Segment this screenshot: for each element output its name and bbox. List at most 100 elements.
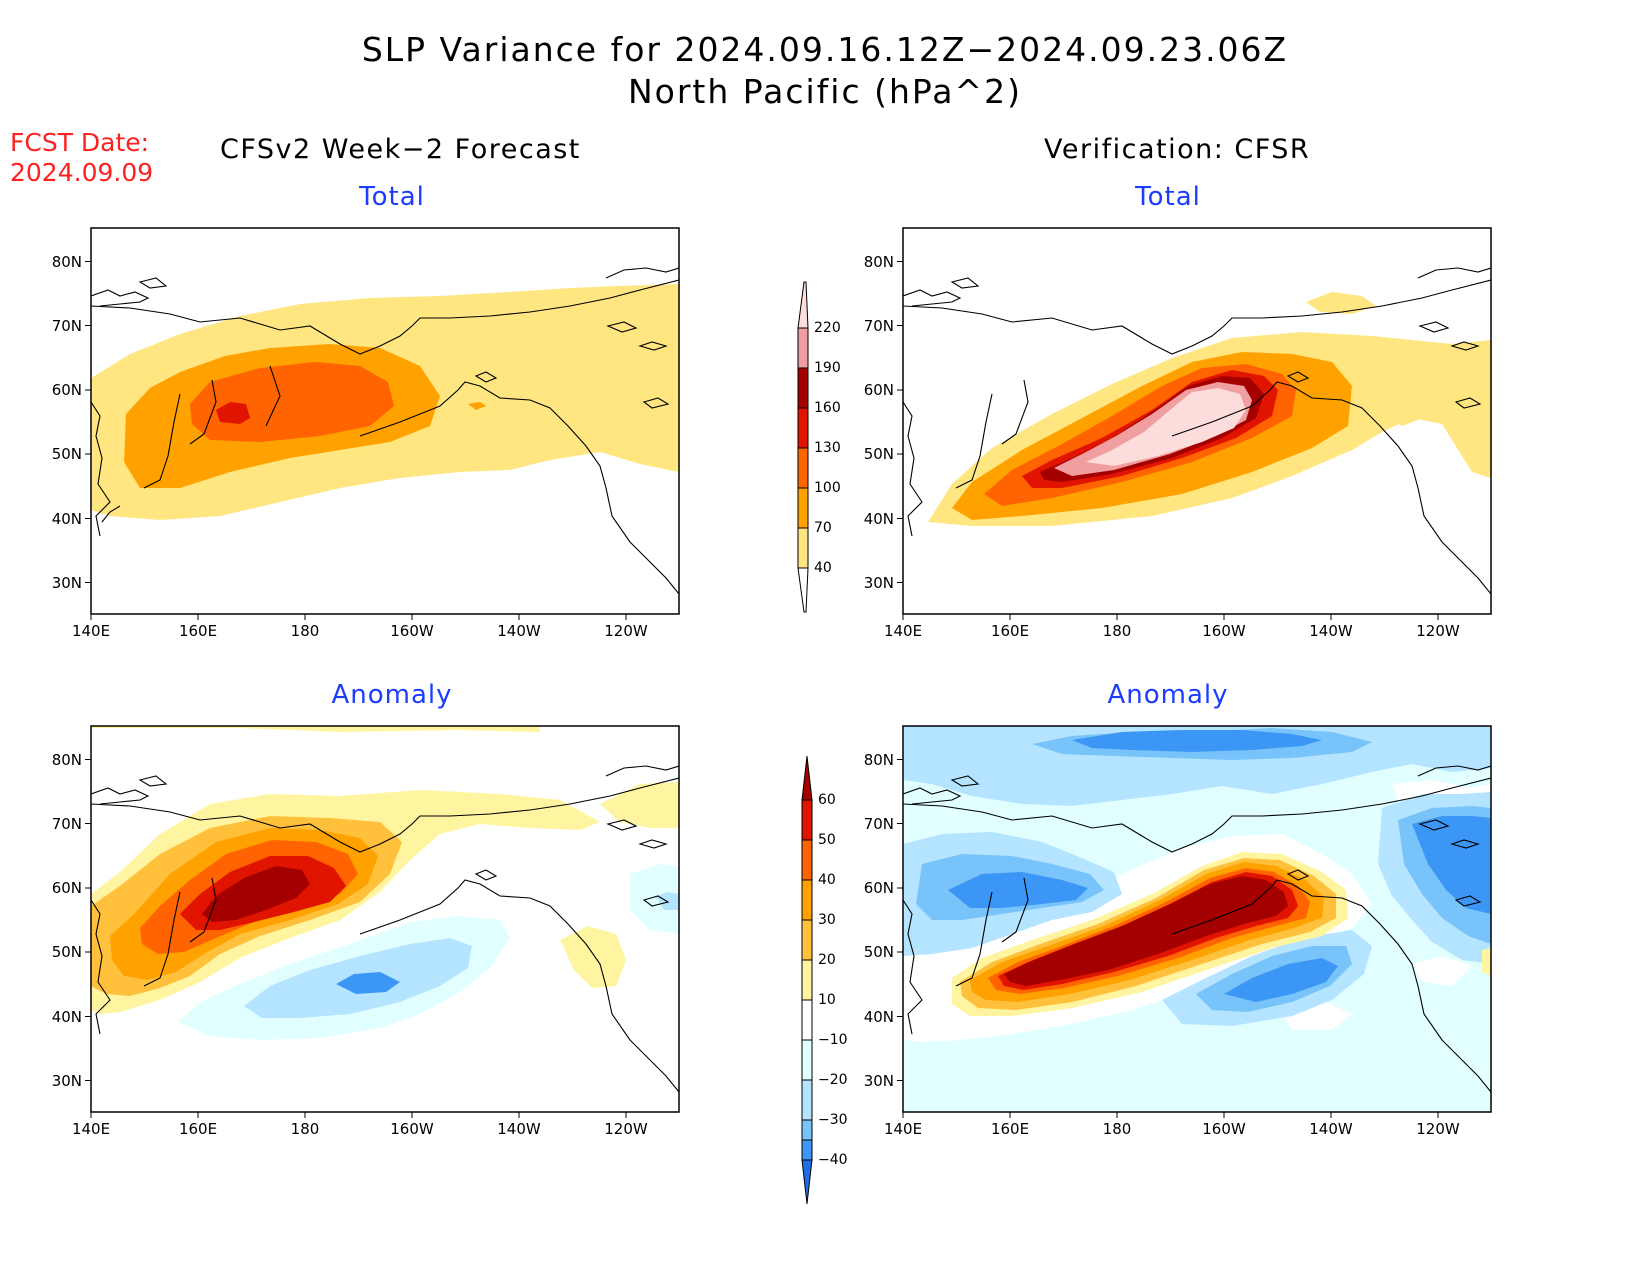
colorbar-upper-triangle: [797, 281, 809, 329]
lat-label: 80N: [864, 751, 894, 769]
anomaly-shading-plus10-e: [1482, 948, 1491, 976]
colorbar-label: 130: [814, 440, 841, 456]
anomaly-shading-plus10-e: [560, 926, 626, 988]
colorbar-label: 10: [818, 992, 836, 1008]
colorbar-segment: [797, 367, 809, 409]
lat-label: 70N: [864, 317, 894, 335]
lat-label: 60N: [52, 381, 82, 399]
lat-label: 30N: [52, 1072, 82, 1090]
colorbar-segment: [797, 527, 809, 569]
lon-label: 140W: [1309, 1120, 1353, 1138]
colorbar-label: −20: [818, 1072, 848, 1088]
anomaly-shading-minus20-ne: [656, 892, 679, 910]
variance-shading-small-east: [1388, 414, 1418, 426]
lon-label: 160E: [991, 1120, 1029, 1138]
lat-label: 60N: [864, 381, 894, 399]
lon-label: 160W: [1202, 622, 1246, 640]
lon-label: 140E: [884, 1120, 922, 1138]
lon-label: 160W: [1202, 1120, 1246, 1138]
colorbar-label: 220: [814, 320, 841, 336]
lat-label: 40N: [864, 510, 894, 528]
anomaly-colorbar: 60 50 40 30 20 10 −10 −20 −30 −40: [801, 755, 872, 1206]
forecast-total-title: Total: [359, 182, 425, 212]
forecast-anomaly-map: 80N 70N 60N 50N 40N 30N 140E 160E 180 16…: [40, 724, 680, 1144]
lon-label: 140E: [884, 622, 922, 640]
anomaly-shading-minus30: [336, 972, 400, 994]
lat-label: 30N: [52, 574, 82, 592]
colorbar-segment: [801, 879, 813, 921]
colorbar-segment: [801, 959, 813, 1001]
lat-label: 60N: [52, 879, 82, 897]
coastline-outline: [903, 267, 1491, 595]
verification-column-title: Verification: CFSR: [1044, 134, 1311, 165]
colorbar-lower-triangle: [797, 567, 809, 613]
lon-label: 120W: [1416, 622, 1460, 640]
lat-label: 50N: [52, 445, 82, 463]
anomaly-shading-minus40-east: [1412, 816, 1491, 914]
lat-label: 40N: [864, 1008, 894, 1026]
colorbar-label: 50: [818, 832, 836, 848]
colorbar-label: 40: [818, 872, 836, 888]
anomaly-shading-minus40-west: [948, 872, 1088, 908]
colorbar-segment: [797, 487, 809, 529]
anomaly-shading-minus40-south: [1224, 958, 1338, 1002]
lat-label: 70N: [52, 815, 82, 833]
colorbar-segment: [801, 919, 813, 961]
lon-label: 120W: [604, 622, 648, 640]
lon-label: 180: [291, 622, 320, 640]
lat-label: 70N: [52, 317, 82, 335]
anomaly-shading-minus40-north: [1072, 730, 1322, 752]
lat-label: 50N: [864, 445, 894, 463]
forecast-anomaly-title: Anomaly: [331, 680, 453, 710]
colorbar-label: 70: [814, 520, 832, 536]
anomaly-shading-plus60: [202, 866, 310, 922]
colorbar-lower-triangle: [801, 1159, 813, 1205]
lon-label: 140W: [497, 622, 541, 640]
lon-label: 140W: [497, 1120, 541, 1138]
colorbar-segment: [801, 1139, 813, 1161]
coastline-outline: [903, 765, 1491, 1093]
lat-label: 60N: [864, 879, 894, 897]
lat-label: 50N: [864, 943, 894, 961]
variance-shading-small: [468, 402, 486, 410]
verification-total-map: 80N 70N 60N 50N 40N 30N 140E 160E 180 16…: [852, 226, 1492, 646]
colorbar-segment: [801, 839, 813, 881]
lat-label: 80N: [52, 253, 82, 271]
colorbar-segment: [801, 999, 813, 1041]
lon-label: 160E: [179, 622, 217, 640]
colorbar-label: −40: [818, 1152, 848, 1168]
colorbar-label: −10: [818, 1032, 848, 1048]
lat-label: 40N: [52, 1008, 82, 1026]
fcst-date-value: 2024.09.09: [10, 158, 154, 187]
forecast-total-map: 80N 70N 60N 50N 40N 30N 140E 160E 180 16…: [40, 226, 680, 646]
colorbar-label: 60: [818, 792, 836, 808]
colorbar-segment: [797, 327, 809, 369]
main-title: SLP Variance for 2024.09.16.12Z−2024.09.…: [361, 30, 1289, 69]
lat-label: 40N: [52, 510, 82, 528]
lat-label: 30N: [864, 574, 894, 592]
lon-label: 120W: [604, 1120, 648, 1138]
colorbar-label: 160: [814, 400, 841, 416]
colorbar-label: 100: [814, 480, 841, 496]
lon-label: 140E: [72, 1120, 110, 1138]
main-subtitle: North Pacific (hPa^2): [627, 72, 1023, 111]
lon-label: 140W: [1309, 622, 1353, 640]
lon-label: 120W: [1416, 1120, 1460, 1138]
colorbar-label: −30: [818, 1112, 848, 1128]
colorbar-segment: [801, 799, 813, 841]
lat-label: 80N: [864, 253, 894, 271]
anomaly-shading-minus10-ne: [630, 864, 679, 934]
coastline-outline: [91, 765, 679, 1093]
variance-shading-130: [216, 402, 250, 424]
total-colorbar: 220 190 160 130 100 70 40: [790, 281, 860, 613]
colorbar-segment: [797, 447, 809, 489]
lat-label: 30N: [864, 1072, 894, 1090]
lon-label: 160E: [179, 1120, 217, 1138]
anomaly-shading-plus10-top: [91, 726, 540, 732]
verification-anomaly-title: Anomaly: [1107, 680, 1229, 710]
verification-anomaly-map: 80N 70N 60N 50N 40N 30N 140E 160E 180 16…: [852, 724, 1492, 1144]
colorbar-label: 190: [814, 360, 841, 376]
fcst-date-label: FCST Date:: [10, 128, 150, 157]
colorbar-label: 20: [818, 952, 836, 968]
